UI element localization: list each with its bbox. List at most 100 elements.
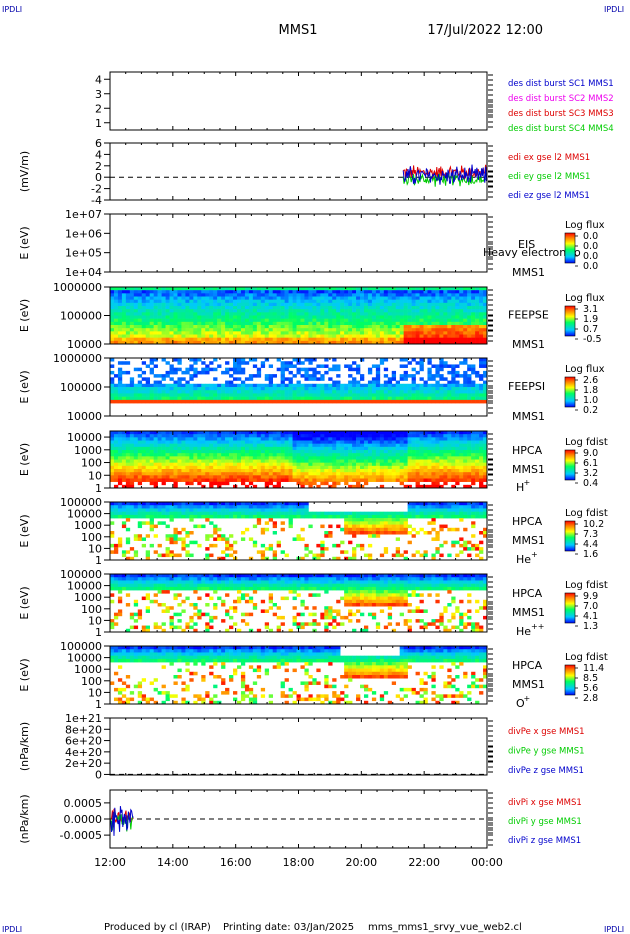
spectrogram-cell	[383, 383, 389, 388]
spectrogram-cell	[344, 469, 349, 473]
spectrogram-cell	[213, 475, 218, 479]
spectrogram-cell	[209, 367, 214, 372]
spectrogram-cell	[233, 337, 238, 342]
spectrogram-cell	[320, 431, 325, 435]
spectrogram-cell	[415, 472, 420, 476]
spectrogram-cell	[185, 306, 190, 310]
spectrogram-cell	[193, 340, 198, 345]
spectrogram-cell	[149, 459, 154, 463]
spectrogram-cell	[248, 312, 254, 316]
spectrogram-cell	[407, 306, 412, 310]
spectrogram-cell	[117, 337, 123, 342]
spectrogram-cell	[173, 293, 178, 297]
spectrogram-cell	[117, 443, 123, 448]
spectrogram-cell	[419, 443, 424, 448]
spectrogram-cell	[110, 459, 115, 463]
spectrogram-cell	[256, 367, 262, 372]
spectrogram-cell	[367, 315, 373, 319]
spectrogram-cell	[356, 331, 361, 335]
spectrogram-cell	[240, 459, 246, 463]
spectrogram-cell	[149, 527, 154, 532]
spectrogram-cell	[113, 325, 119, 329]
spectrogram-cell	[145, 556, 150, 561]
spectrogram-cell	[221, 478, 226, 482]
spectrogram-cell	[110, 377, 115, 381]
spectrogram-cell	[225, 453, 230, 457]
spectrogram-cell	[455, 331, 460, 335]
spectrogram-cell	[165, 334, 170, 338]
spectrogram-cell	[197, 478, 202, 482]
spectrogram-cell	[483, 315, 488, 319]
spectrogram-cell	[110, 296, 115, 300]
spectrogram-cell	[173, 456, 178, 460]
spectrogram-cell	[233, 377, 238, 381]
spectrogram-cell	[145, 431, 150, 435]
spectrogram-cell	[467, 453, 472, 457]
spectrogram-cell	[427, 396, 432, 401]
spectrogram-cell	[308, 302, 313, 307]
colorbar-label: 3.1	[583, 304, 598, 315]
y-tick-label: -4	[91, 194, 102, 207]
spectrogram-cell	[352, 387, 357, 391]
spectrogram-cell	[467, 306, 472, 310]
spectrogram-cell	[288, 361, 293, 365]
spectrogram-cell	[201, 446, 206, 451]
instrument-label: FEEPSI	[508, 380, 545, 393]
colorbar-label: 0.4	[583, 478, 598, 489]
spectrogram-cell	[252, 358, 258, 362]
spectrogram-cell	[121, 524, 127, 529]
spectrogram-cell	[121, 315, 127, 319]
spectrogram-cell	[367, 299, 373, 304]
spectrogram-cell	[363, 446, 369, 451]
spectrogram-cell	[479, 296, 484, 300]
spectrogram-cell	[233, 459, 238, 463]
spectrogram-cell	[344, 465, 349, 470]
spectrogram-cell	[272, 290, 277, 294]
spectrogram-cell	[379, 331, 385, 335]
spectrogram-cell	[272, 462, 277, 467]
spectrogram-cell	[407, 462, 412, 467]
spectrogram-cell	[113, 543, 119, 548]
spectrogram-cell	[129, 393, 135, 397]
spectrogram-cell	[447, 456, 452, 460]
spectrogram-cell	[471, 383, 476, 388]
spectrogram-cell	[443, 321, 448, 326]
spectrogram-cell	[443, 399, 448, 404]
spectrogram-cell	[455, 299, 460, 304]
spectrogram-cell	[173, 537, 178, 541]
spectrogram-cell	[423, 475, 428, 479]
spectrogram-cell	[233, 296, 238, 300]
spectrogram-cell	[229, 434, 234, 438]
y-tick-label: 1000000	[53, 281, 102, 294]
spectrogram-cell	[332, 293, 337, 297]
spectrogram-cell	[169, 453, 174, 457]
spectrogram-cell	[296, 380, 301, 385]
spectrogram-cell	[451, 383, 456, 388]
spectrogram-cell	[304, 434, 309, 438]
spectrogram-cell	[145, 521, 150, 525]
spectrogram-cell	[475, 469, 480, 473]
spectrogram-cell	[244, 387, 250, 391]
spectrogram-cell	[316, 287, 321, 291]
spectrogram-cell	[280, 380, 285, 385]
spectrogram-cell	[205, 393, 210, 397]
spectrogram-cell	[356, 431, 361, 435]
spectrogram-cell	[332, 481, 337, 486]
spectrogram-cell	[121, 472, 127, 476]
spectrogram-cell	[300, 446, 305, 451]
spectrogram-cell	[153, 306, 158, 310]
spectrogram-cell	[443, 302, 448, 307]
spectrogram-cell	[447, 431, 452, 435]
spectrogram-cell	[193, 374, 198, 378]
spectrogram-cell	[367, 453, 373, 457]
spectrogram-cell	[471, 431, 476, 435]
spectrogram-cell	[177, 361, 182, 365]
spectrogram-cell	[348, 393, 353, 397]
spectrogram-cell	[189, 293, 194, 297]
spectrogram-cell	[387, 446, 393, 451]
spectrogram-cell	[209, 325, 214, 329]
spectrogram-cell	[451, 293, 456, 297]
spectrogram-cell	[129, 556, 135, 561]
spectrogram-cell	[371, 437, 377, 441]
spectrogram-cell	[415, 340, 420, 345]
